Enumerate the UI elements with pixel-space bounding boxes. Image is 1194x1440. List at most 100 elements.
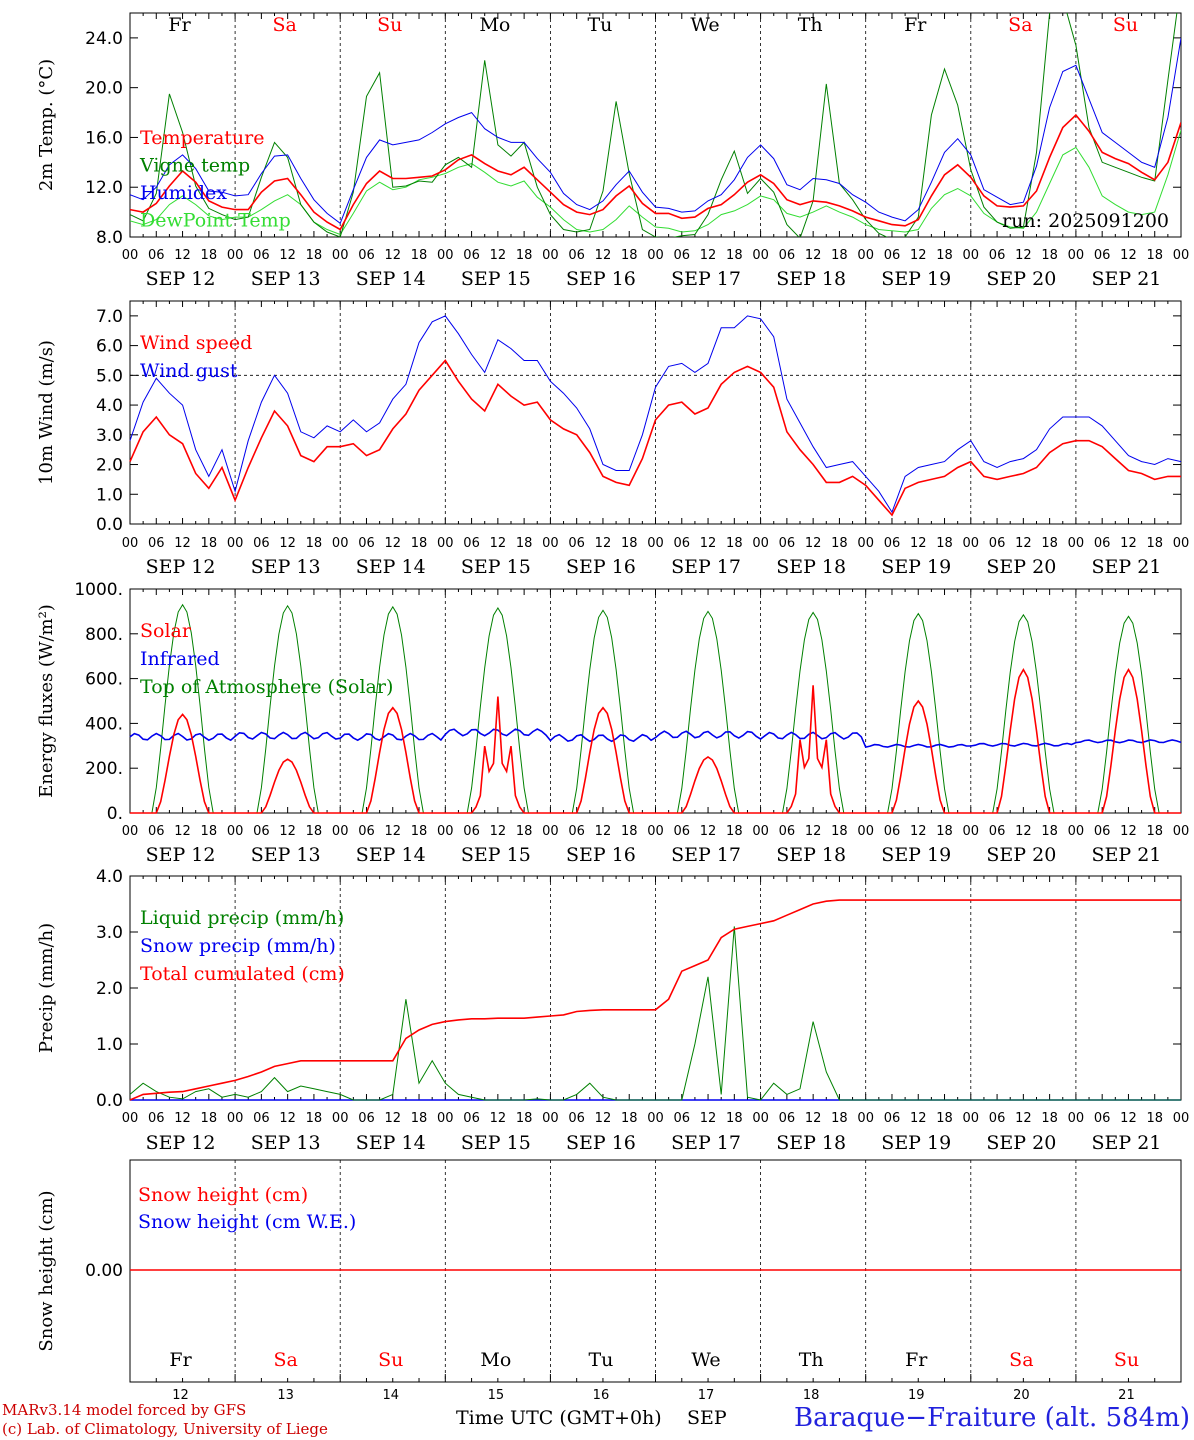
- hour-label: 12: [490, 1111, 507, 1126]
- legend-entry: Snow precip (mm/h): [140, 935, 336, 957]
- y-tick-label: 8.0: [96, 228, 123, 248]
- y-axis-label: 2m Temp. (°C): [36, 59, 57, 191]
- series-solar: [130, 667, 1181, 814]
- hour-label: 06: [674, 248, 691, 263]
- hour-label: 18: [1041, 824, 1058, 839]
- hour-label: 06: [568, 248, 585, 263]
- hour-label: 12: [805, 536, 822, 551]
- hour-label: 18: [621, 1111, 638, 1126]
- hour-label: 12: [700, 1111, 717, 1126]
- hour-label: 12: [174, 1111, 191, 1126]
- hour-label: 12: [805, 1111, 822, 1126]
- hour-label: 12: [384, 1111, 401, 1126]
- y-tick-label: 1000.: [74, 580, 123, 600]
- hour-label: 00: [963, 1111, 980, 1126]
- y-tick-label: 24.0: [85, 29, 123, 49]
- weekday-label: Su: [1113, 14, 1138, 36]
- hour-label: 06: [989, 824, 1006, 839]
- series-temperature: [130, 113, 1181, 231]
- hour-label: 00: [437, 536, 454, 551]
- hour-label: 06: [989, 248, 1006, 263]
- date-label: SEP 19: [881, 1132, 951, 1154]
- hour-label: 06: [568, 824, 585, 839]
- legend-entry: Top of Atmosphere (Solar): [140, 676, 393, 698]
- weekday-label: Su: [377, 14, 402, 36]
- hour-label: 12: [1120, 536, 1137, 551]
- weekday-label: Th: [798, 14, 823, 36]
- series-total-cumulated: [129, 899, 1181, 1101]
- hour-label: 00: [437, 1111, 454, 1126]
- weekday-label: Mo: [480, 1349, 511, 1371]
- panel-frame: [129, 588, 1182, 814]
- date-label: SEP 20: [986, 556, 1056, 578]
- hour-label: 12: [279, 824, 296, 839]
- date-label: SEP 16: [566, 556, 636, 578]
- hour-label: 00: [1173, 248, 1190, 263]
- hour-label: 06: [253, 824, 270, 839]
- series-humidex: [130, 37, 1181, 225]
- hour-label: 06: [884, 1111, 901, 1126]
- date-label: SEP 15: [461, 556, 531, 578]
- series-wind-gust: [129, 315, 1182, 514]
- hour-label: 00: [647, 536, 664, 551]
- legend-entry: Wind speed: [140, 332, 252, 354]
- y-axis-label: Precip (mm/h): [36, 923, 57, 1053]
- hour-label: 12: [805, 248, 822, 263]
- legend-entry: Solar: [140, 620, 192, 642]
- hour-label: 06: [253, 1111, 270, 1126]
- time-axis-row: 00 06 12 18 SEP 12 00 06 12 18 SEP 13 00 06 12 18 SEP …: [122, 1111, 1190, 1154]
- hour-label: 18: [516, 248, 533, 263]
- legend-entry: Liquid precip (mm/h): [140, 907, 344, 929]
- hour-label: 18: [726, 536, 743, 551]
- date-label: SEP 12: [146, 268, 216, 290]
- legend-entry: DewPoint Temp: [140, 210, 291, 232]
- hour-label: 00: [1173, 1111, 1190, 1126]
- y-tick-label: 6.0: [96, 337, 123, 357]
- hour-label: 18: [936, 1111, 953, 1126]
- hour-label: 00: [963, 248, 980, 263]
- hour-label: 12: [595, 1111, 612, 1126]
- hour-label: 18: [1146, 1111, 1163, 1126]
- hour-label: 12: [384, 824, 401, 839]
- date-label: SEP 14: [356, 844, 426, 866]
- hour-label: 12: [910, 1111, 927, 1126]
- hour-label: 06: [674, 536, 691, 551]
- y-tick-label: 3.0: [96, 426, 123, 446]
- hour-label: 06: [358, 824, 375, 839]
- hour-label: 18: [621, 824, 638, 839]
- y-tick-label: 4.0: [96, 867, 123, 887]
- y-tick-label: 0.: [107, 804, 123, 824]
- y-tick-label: 7.0: [96, 307, 123, 327]
- weekday-label: Su: [378, 1349, 403, 1371]
- date-label: SEP 17: [671, 556, 741, 578]
- y-tick-label: 20.0: [85, 79, 123, 99]
- day-number-label: 12: [172, 1388, 189, 1403]
- legend-entry: Snow height (cm): [138, 1184, 308, 1206]
- date-label: SEP 12: [146, 1132, 216, 1154]
- hour-label: 18: [621, 248, 638, 263]
- date-label: SEP 17: [671, 844, 741, 866]
- hour-label: 00: [542, 248, 559, 263]
- weekday-label: Su: [1114, 1349, 1139, 1371]
- hour-label: 00: [542, 1111, 559, 1126]
- y-tick-label: 5.0: [96, 366, 123, 386]
- hour-label: 06: [148, 248, 165, 263]
- temperature-panel: 8.0 12.0 16.0 20.0 24.0 2m Temp. (°C) Fr Sa Su Mo…: [36, 12, 1182, 248]
- hour-label: 00: [542, 536, 559, 551]
- snow-panel: 0.00 Snow height (cm) Snow height (cm) Snow…: [36, 1159, 1182, 1403]
- hour-label: 18: [726, 1111, 743, 1126]
- date-label: SEP 13: [251, 556, 321, 578]
- date-label: SEP 18: [776, 844, 846, 866]
- hour-label: 18: [936, 824, 953, 839]
- y-tick-label: 12.0: [85, 178, 123, 198]
- hour-label: 06: [463, 824, 480, 839]
- hour-label: 00: [752, 824, 769, 839]
- hour-label: 18: [831, 536, 848, 551]
- hour-label: 12: [490, 824, 507, 839]
- hour-label: 12: [384, 536, 401, 551]
- hour-label: 18: [201, 248, 218, 263]
- hour-label: 06: [568, 1111, 585, 1126]
- day-number-label: 13: [277, 1388, 294, 1403]
- hour-label: 12: [910, 824, 927, 839]
